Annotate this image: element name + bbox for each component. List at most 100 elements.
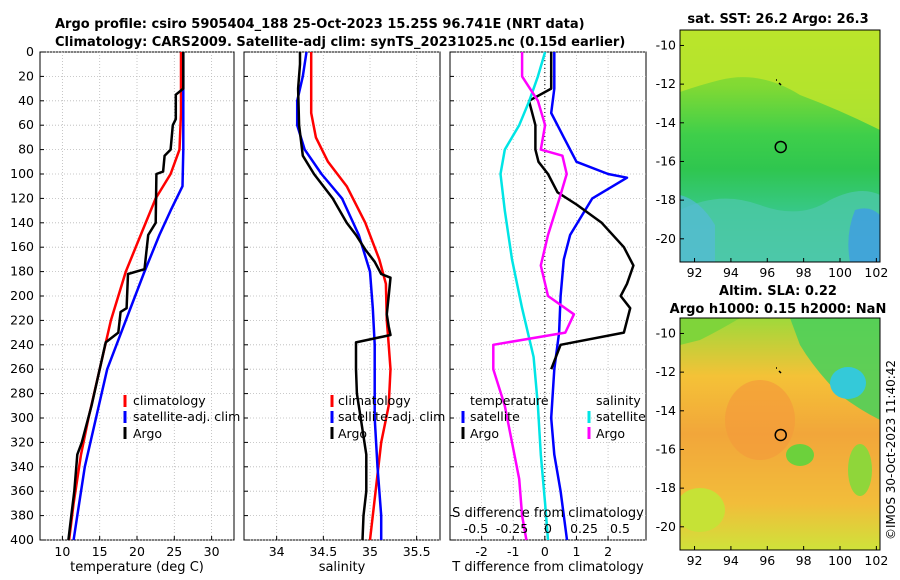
salinity-legend: climatology satellite-adj. clim Argo — [330, 393, 445, 441]
salinity-series — [295, 51, 392, 541]
sla-sw-region — [680, 488, 725, 532]
depth-tick-label: 60 — [18, 117, 34, 132]
depth-tick-label: 240 — [10, 337, 34, 352]
map-y-tick-label: -12 — [656, 76, 676, 91]
sla-low-core — [830, 367, 866, 399]
map-y-tick-label: -18 — [656, 192, 676, 207]
legend-temperature-title: temperature — [470, 393, 549, 408]
depth-tick-label: 40 — [18, 93, 34, 108]
island-mark — [776, 367, 782, 374]
map-y-tick-label: -10 — [656, 325, 676, 340]
depth-tick-label: 280 — [10, 386, 34, 401]
map-y-tick-label: -16 — [656, 441, 676, 456]
map-x-tick-label: 102 — [864, 265, 888, 280]
sst-cold-patch — [848, 208, 880, 262]
difference-panel: -2 -1 0 1 2 S difference from climatology -0… — [449, 51, 647, 575]
legend-argo-label: Argo — [338, 426, 367, 441]
x-tick-label: -1 — [507, 544, 519, 559]
legend-temp-satellite-label: satellite — [470, 409, 520, 424]
series-salinity-satellite — [499, 51, 550, 541]
sla-map: Altim. SLA: 0.22 Argo h1000: 0.15 h2000:… — [656, 284, 889, 568]
map-x-tick-label: 92 — [687, 265, 703, 280]
s-tick-label: 0.25 — [570, 521, 598, 536]
x-tick-label: 1 — [572, 544, 580, 559]
difference-legend: temperature satellite Argo salinity sate… — [461, 393, 646, 441]
legend-sal-satellite-label: satellite — [596, 409, 646, 424]
map-y-tick-label: -12 — [656, 364, 676, 379]
sla-field-features — [680, 318, 880, 532]
sst-map: sat. SST: 26.2 Argo: 26.3 92 94 96 98 100 102… — [656, 12, 889, 280]
argo-float-marker — [774, 140, 787, 154]
map-x-tick-label: 98 — [796, 553, 812, 568]
x-tick-label: 15 — [92, 544, 108, 559]
legend-climatology-label: climatology — [133, 393, 206, 408]
map-y-tick-label: -20 — [656, 519, 676, 534]
temperature-panel: 0 20 40 60 80 100 120 140 160 180 200 220 240 260 280 3… — [10, 44, 240, 575]
x-tick-label: 10 — [54, 544, 70, 559]
series-temperature-argo — [527, 52, 635, 370]
series-temperature-satellite — [549, 52, 629, 541]
map-y-tick-label: -10 — [656, 37, 676, 52]
depth-tick-label: 300 — [10, 410, 34, 425]
x-tick-label: -2 — [475, 544, 487, 559]
x-tick-label: 25 — [166, 544, 182, 559]
depth-tick-label: 180 — [10, 264, 34, 279]
sla-nw-region — [680, 318, 740, 345]
depth-tick-label: 20 — [18, 68, 34, 83]
x-tick-label: 34.5 — [309, 544, 337, 559]
sst-map-title: sat. SST: 26.2 Argo: 26.3 — [687, 12, 868, 27]
depth-tick-label: 0 — [26, 44, 34, 59]
legend-satellite-label: satellite-adj. clim — [338, 409, 445, 424]
temperature-legend: climatology satellite-adj. clim Argo — [123, 393, 240, 441]
sla-low-eddy — [786, 444, 814, 466]
temperature-tick-labels: 10 15 20 25 30 — [54, 544, 219, 559]
s-difference-tick-labels: -0.5 -0.25 0 0.25 0.5 — [464, 521, 630, 536]
sst-field-features — [680, 30, 880, 262]
series-climatology — [67, 52, 183, 541]
legend-argo-label: Argo — [133, 426, 162, 441]
depth-tick-label: 360 — [10, 483, 34, 498]
series-satellite-adj-clim — [295, 51, 383, 540]
map-x-tick-label: 102 — [864, 553, 888, 568]
sst-map-ticks: 92 94 96 98 100 102 -10 -12 -14 -16 -18 -20 — [656, 37, 889, 280]
s-tick-label: -0.25 — [496, 521, 528, 536]
x-tick-label: 20 — [129, 544, 145, 559]
series-argo — [296, 52, 392, 541]
island-mark — [776, 79, 782, 86]
depth-tick-label: 400 — [10, 532, 34, 547]
s-tick-label: -0.5 — [464, 521, 488, 536]
map-x-tick-label: 94 — [723, 553, 739, 568]
x-tick-label: 30 — [204, 544, 220, 559]
sst-map-frame — [679, 29, 881, 263]
s-difference-axis-label: S difference from climatology — [452, 506, 644, 521]
salinity-plot-area — [243, 51, 441, 541]
map-x-tick-label: 98 — [796, 265, 812, 280]
depth-tick-label: 260 — [10, 361, 34, 376]
series-argo — [67, 52, 185, 541]
legend-temp-argo-label: Argo — [470, 426, 499, 441]
map-x-tick-label: 100 — [828, 265, 852, 280]
depth-tick-label: 200 — [10, 288, 34, 303]
depth-tick-label: 320 — [10, 434, 34, 449]
legend-sal-argo-label: Argo — [596, 426, 625, 441]
x-tick-label: 35.5 — [403, 544, 431, 559]
legend-climatology-label: climatology — [338, 393, 411, 408]
series-satellite-adj-clim — [72, 52, 185, 541]
figure-title-line2: Climatology: CARS2009. Satellite-adj cli… — [55, 35, 625, 50]
map-y-tick-label: -20 — [656, 231, 676, 246]
map-y-tick-label: -14 — [656, 403, 676, 418]
series-salinity-argo — [492, 52, 576, 541]
map-y-tick-label: -14 — [656, 115, 676, 130]
t-difference-axis-label: T difference from climatology — [451, 560, 644, 575]
series-climatology — [309, 52, 392, 541]
map-x-tick-label: 92 — [687, 553, 703, 568]
depth-tick-label: 340 — [10, 459, 34, 474]
temperature-series — [67, 52, 185, 541]
imos-timestamp: ©IMOS 30-Oct-2023 11:40:42 — [884, 360, 898, 540]
sla-map-ticks: 92 94 96 98 100 102 -10 -12 -14 -16 -18 -20 — [656, 325, 889, 568]
depth-tick-label: 140 — [10, 215, 34, 230]
map-x-tick-label: 96 — [759, 265, 775, 280]
x-tick-label: 2 — [604, 544, 612, 559]
temperature-axis-label: temperature (deg C) — [70, 560, 204, 575]
